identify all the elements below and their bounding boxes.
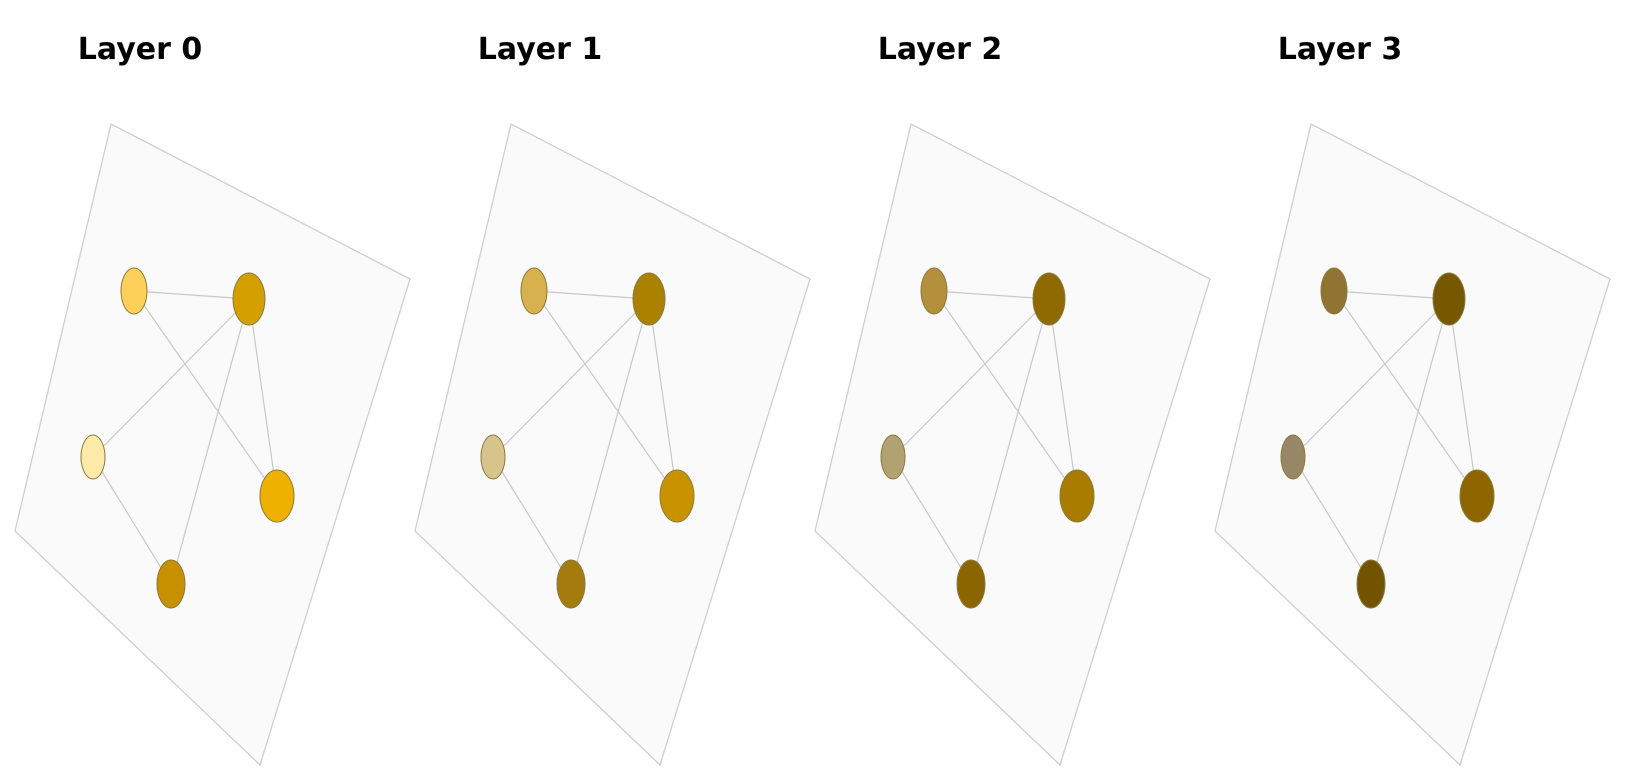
edge-0-1 [133, 290, 250, 300]
node-4 [1356, 559, 1386, 609]
edge-1-4 [570, 298, 650, 585]
layer-2: Layer 2 [814, 32, 1211, 767]
edge-0-3 [1333, 290, 1478, 497]
node-0 [920, 267, 948, 315]
node-4 [956, 559, 986, 609]
node-4 [556, 559, 586, 609]
node-4 [156, 559, 186, 609]
layer-plane [814, 123, 1211, 767]
edge-1-2 [492, 298, 650, 458]
edge-1-4 [170, 298, 250, 585]
edge-2-4 [92, 456, 172, 585]
layer-plane [414, 123, 811, 767]
layer-plane [1214, 123, 1611, 767]
edge-0-1 [533, 290, 650, 300]
layer-title: Layer 3 [1278, 32, 1402, 67]
layer-title: Layer 1 [478, 32, 602, 67]
layer-plane [14, 123, 411, 767]
edge-1-4 [970, 298, 1050, 585]
node-2 [80, 434, 106, 480]
node-1 [232, 272, 266, 326]
edge-2-4 [492, 456, 572, 585]
edge-1-4 [1370, 298, 1450, 585]
edge-1-2 [92, 298, 250, 458]
edge-1-3 [648, 298, 678, 497]
edge-0-3 [133, 290, 278, 497]
edge-1-3 [248, 298, 278, 497]
node-2 [480, 434, 506, 480]
node-1 [632, 272, 666, 326]
edge-0-1 [933, 290, 1050, 300]
node-0 [1320, 267, 1348, 315]
layer-title: Layer 0 [78, 32, 202, 67]
node-3 [1059, 469, 1095, 523]
node-3 [1459, 469, 1495, 523]
node-2 [1280, 434, 1306, 480]
edge-0-3 [533, 290, 678, 497]
node-2 [880, 434, 906, 480]
node-0 [520, 267, 548, 315]
edge-1-3 [1048, 298, 1078, 497]
edge-1-3 [1448, 298, 1478, 497]
edge-2-4 [892, 456, 972, 585]
layer-1: Layer 1 [414, 32, 811, 767]
node-0 [120, 267, 148, 315]
layer-3: Layer 3 [1214, 32, 1611, 767]
edge-0-3 [933, 290, 1078, 497]
node-3 [259, 469, 295, 523]
node-1 [1032, 272, 1066, 326]
node-1 [1432, 272, 1466, 326]
edge-1-2 [1292, 298, 1450, 458]
node-3 [659, 469, 695, 523]
edge-1-2 [892, 298, 1050, 458]
layer-title: Layer 2 [878, 32, 1002, 67]
edge-2-4 [1292, 456, 1372, 585]
edge-0-1 [1333, 290, 1450, 300]
layer-0: Layer 0 [14, 32, 411, 767]
